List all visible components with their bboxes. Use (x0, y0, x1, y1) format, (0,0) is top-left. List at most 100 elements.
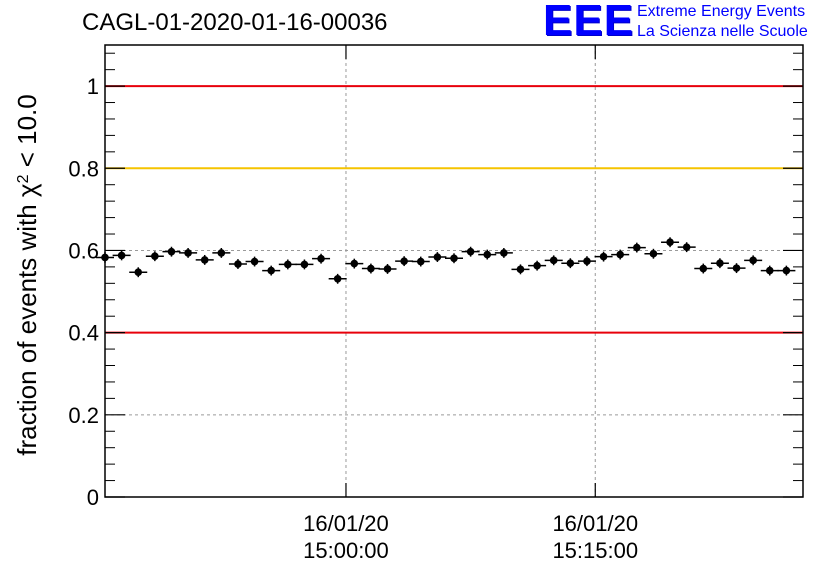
point-marker (217, 249, 226, 257)
point-marker (682, 243, 691, 251)
data-point (760, 265, 779, 276)
x-tick-label-time: 15:00:00 (303, 538, 389, 563)
point-marker (765, 266, 774, 275)
axis-ticks (105, 45, 803, 498)
data-point (727, 263, 746, 274)
point-marker (383, 265, 392, 273)
data-point (445, 253, 463, 264)
data-point (694, 263, 713, 274)
data-point (428, 252, 447, 262)
x-tick-label-time: 15:15:00 (552, 538, 638, 563)
data-point (262, 265, 281, 276)
y-tick-label: 0.8 (68, 156, 99, 181)
data-point (245, 256, 264, 267)
y-axis-label: fraction of events with χ2 < 10.0 (12, 94, 42, 455)
data-point (278, 259, 297, 270)
x-tick-label-date: 16/01/20 (303, 511, 389, 536)
data-point (395, 256, 414, 267)
point-marker (716, 259, 724, 267)
data-point (195, 254, 214, 265)
data-point (777, 265, 796, 276)
point-marker (117, 251, 126, 260)
point-marker (367, 264, 375, 273)
y-tick-label: 0.4 (68, 321, 99, 346)
data-point (544, 255, 563, 266)
point-marker (450, 254, 458, 263)
point-marker (483, 250, 492, 259)
point-marker (566, 259, 575, 267)
y-tick-label: 0.6 (68, 238, 99, 263)
point-marker (284, 260, 292, 269)
data-point (611, 249, 630, 260)
point-marker (184, 249, 192, 257)
y-tick-label: 1 (87, 74, 99, 99)
data-point (312, 253, 331, 264)
data-point (494, 247, 513, 258)
point-marker (549, 256, 558, 265)
point-marker (350, 259, 359, 268)
data-point (511, 264, 530, 275)
point-marker (466, 247, 475, 256)
point-marker (433, 253, 442, 261)
point-marker (583, 257, 591, 265)
point-marker (616, 250, 624, 259)
point-marker (516, 265, 525, 274)
data-point (345, 258, 364, 269)
data-point (561, 258, 580, 269)
point-marker (633, 243, 641, 252)
data-point (162, 246, 181, 257)
point-marker (200, 256, 209, 264)
data-point (478, 249, 497, 260)
data-points (96, 237, 796, 284)
data-point (411, 256, 430, 267)
data-point (528, 260, 547, 271)
data-point (710, 258, 729, 269)
data-point (644, 248, 663, 259)
data-point (328, 273, 347, 284)
point-marker (649, 249, 658, 258)
reference-lines (105, 85, 803, 334)
data-point (627, 242, 646, 253)
data-point (212, 247, 231, 258)
point-marker (267, 266, 275, 275)
data-point (461, 246, 480, 257)
point-marker (699, 264, 708, 273)
point-marker (333, 275, 342, 283)
data-point (295, 259, 314, 270)
point-marker (134, 268, 143, 277)
data-point (594, 251, 613, 262)
plot-title: CAGL-01-2020-01-16-00036 (82, 9, 388, 36)
logo-mark: EEE (543, 0, 635, 45)
point-marker (782, 266, 791, 275)
data-point (361, 263, 380, 274)
axis-labels: 00.20.40.60.8116/01/2015:00:0016/01/2015… (68, 74, 638, 563)
point-marker (500, 249, 508, 257)
data-point (744, 255, 763, 266)
point-marker (400, 257, 408, 265)
plot-frame (104, 44, 804, 498)
x-tick-label-date: 16/01/20 (552, 511, 638, 536)
grid (105, 45, 803, 497)
data-point (112, 250, 131, 261)
point-marker (732, 264, 741, 272)
point-marker (250, 257, 259, 266)
data-point (145, 251, 164, 262)
point-marker (167, 247, 176, 256)
data-point (378, 264, 397, 274)
point-marker (234, 260, 242, 268)
data-point (577, 256, 596, 267)
point-marker (533, 261, 541, 270)
data-point (677, 242, 696, 253)
eee-logo: EEE Extreme Energy Events La Scienza nel… (543, 0, 833, 46)
data-point (129, 267, 148, 278)
point-marker (300, 260, 309, 269)
data-point (179, 247, 198, 258)
point-marker (749, 256, 757, 265)
logo-line-2: La Scienza nelle Scuole (637, 23, 808, 40)
y-tick-label: 0.2 (68, 403, 99, 428)
point-marker (151, 252, 159, 261)
point-marker (666, 238, 674, 247)
y-tick-label: 0 (87, 485, 99, 510)
data-point (661, 237, 680, 248)
point-marker (416, 257, 425, 266)
